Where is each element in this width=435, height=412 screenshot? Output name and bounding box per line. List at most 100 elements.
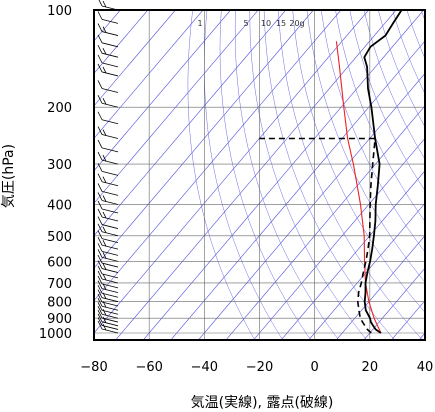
wind-barb-flag bbox=[97, 320, 103, 330]
wind-barb-flag bbox=[97, 260, 103, 269]
sounding-series bbox=[259, 10, 403, 334]
isotherm-line bbox=[94, 10, 287, 237]
wind-barb bbox=[101, 238, 119, 243]
wind-barb-flag bbox=[98, 0, 103, 7]
wind-barb-flag bbox=[102, 129, 107, 136]
wind-barb bbox=[101, 31, 119, 36]
wind-barb-flag bbox=[97, 139, 103, 149]
wind-barb-flag bbox=[97, 306, 103, 315]
isotherm-line bbox=[94, 10, 176, 107]
wind-barb-flag bbox=[97, 80, 103, 89]
wind-barb-flag bbox=[97, 200, 103, 210]
mixing-ratio-labels: 1 5 10 15 20g bbox=[197, 19, 304, 28]
wind-barb bbox=[101, 231, 119, 237]
dry-adiabat-line bbox=[306, 10, 425, 283]
wind-barb-flag bbox=[97, 317, 103, 326]
wind-barb bbox=[101, 256, 119, 262]
wind-barb-flag bbox=[97, 249, 103, 258]
y-tick-label: 400 bbox=[47, 198, 72, 213]
wind-barb bbox=[101, 216, 119, 222]
wind-barb-flag bbox=[102, 66, 107, 74]
wind-barb-flag bbox=[102, 211, 107, 219]
isotherm-line bbox=[170, 40, 425, 340]
wind-barb bbox=[101, 250, 119, 256]
wind-barb bbox=[101, 268, 119, 273]
mixing-ratio-label: 15 bbox=[276, 19, 286, 28]
wind-barb bbox=[101, 283, 119, 289]
wind-barb-flag bbox=[102, 323, 107, 331]
x-tick-label: −80 bbox=[80, 360, 107, 375]
temperature-curve bbox=[363, 10, 403, 334]
wind-barb-flag bbox=[97, 280, 103, 289]
y-tick-label: 700 bbox=[47, 277, 72, 292]
wind-barb bbox=[101, 134, 119, 139]
wind-barb-flag bbox=[97, 230, 103, 239]
wind-barb-flag bbox=[102, 176, 107, 183]
wind-barb-flag bbox=[97, 216, 103, 225]
wind-barb-flag bbox=[97, 173, 103, 182]
wind-barb-flag bbox=[102, 239, 107, 247]
x-tick-label: −20 bbox=[246, 360, 273, 375]
x-tick-label: −60 bbox=[135, 360, 162, 375]
wind-barb bbox=[101, 42, 119, 48]
isotherm-line bbox=[94, 10, 369, 334]
y-tick-label: 100 bbox=[47, 4, 72, 19]
wind-barb-flag bbox=[97, 151, 103, 161]
mixing-ratio-label: 5 bbox=[243, 19, 248, 28]
x-tick-label: 20 bbox=[362, 360, 379, 375]
wind-barb-flag bbox=[102, 263, 107, 270]
wind-barb-flag bbox=[97, 54, 103, 64]
isotherm-line bbox=[336, 235, 425, 340]
dry-adiabat-line bbox=[187, 10, 255, 340]
wind-barb-flag bbox=[97, 192, 103, 201]
wind-barb-flag bbox=[102, 98, 107, 105]
dry-adiabat-line bbox=[278, 10, 423, 340]
y-axis-label: 気圧(hPa) bbox=[1, 144, 17, 208]
wind-barb-flag bbox=[102, 26, 107, 33]
dry-adiabat-line bbox=[335, 10, 425, 222]
dry-adiabat-line bbox=[349, 10, 425, 192]
wind-barb bbox=[101, 309, 119, 315]
wind-barb bbox=[101, 313, 119, 319]
wind-barb bbox=[101, 321, 119, 327]
mixing-ratio-label: 20g bbox=[289, 19, 304, 28]
x-tick-label: 0 bbox=[311, 360, 319, 375]
isotherm-line bbox=[94, 10, 231, 172]
wind-barb bbox=[101, 273, 119, 279]
wind-barb-flag bbox=[97, 285, 103, 294]
wind-barb-flag bbox=[102, 195, 107, 202]
wind-barb-flag bbox=[97, 23, 103, 32]
dry-adiabat-line bbox=[204, 10, 283, 340]
wind-barb-flag bbox=[97, 183, 103, 192]
x-axis-label: 気温(実線), 露点(破線) bbox=[191, 395, 334, 411]
y-tick-label: 800 bbox=[47, 296, 72, 311]
wind-barb-flag bbox=[97, 254, 103, 264]
isotherm-line bbox=[94, 10, 149, 74]
plot-frame bbox=[93, 9, 426, 341]
dry-adiabat-line bbox=[292, 10, 425, 313]
y-tick-label: 1000 bbox=[39, 327, 72, 342]
wind-barb bbox=[101, 328, 119, 334]
wind-barb-flag bbox=[102, 226, 107, 233]
wind-barb-flag bbox=[97, 223, 103, 232]
wind-barb bbox=[101, 170, 119, 176]
wind-barb bbox=[101, 200, 119, 205]
isotherm-line bbox=[363, 267, 425, 340]
y-tick-label: 300 bbox=[47, 158, 72, 173]
isotherm-line bbox=[94, 10, 259, 204]
dry-adiabat-line bbox=[234, 10, 339, 340]
wind-barb-flag bbox=[97, 309, 103, 319]
wind-barb-flag bbox=[97, 289, 103, 298]
wind-barb bbox=[101, 224, 119, 229]
wind-barb-flag bbox=[97, 270, 103, 280]
reference-curve bbox=[335, 41, 382, 334]
isotherm-line bbox=[308, 202, 425, 340]
wind-barb-flag bbox=[97, 34, 103, 43]
wind-barb-flag bbox=[102, 0, 107, 8]
mixing-ratio-label: 1 bbox=[197, 19, 202, 28]
wind-barb-flag bbox=[97, 95, 103, 104]
wind-barb bbox=[101, 208, 119, 214]
